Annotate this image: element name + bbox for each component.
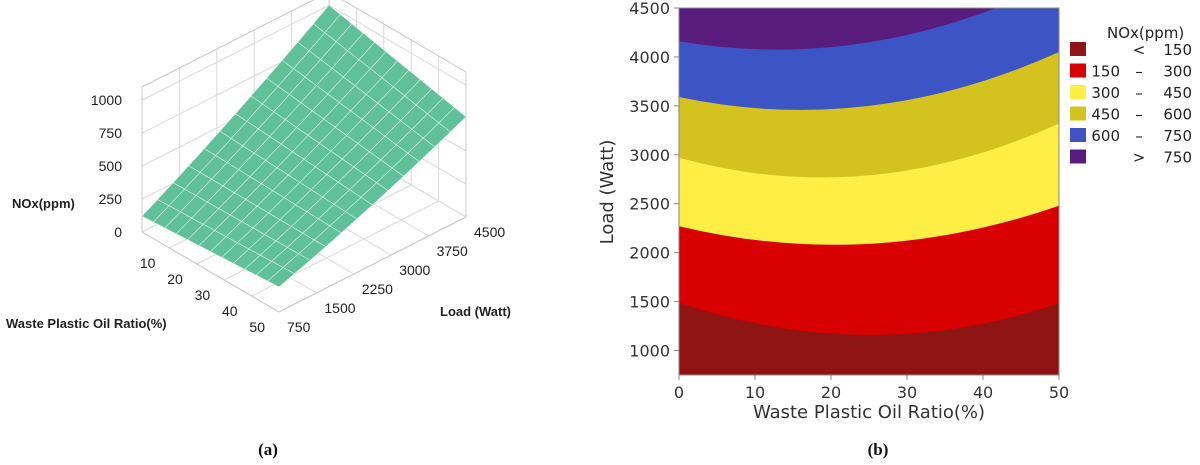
- back-wall-z-grid: [141, 4, 330, 101]
- legend-swatch: [1070, 106, 1086, 121]
- legend-high: 750: [1163, 127, 1192, 145]
- surface-cell: [438, 107, 467, 133]
- contour-y-tick-label: 3500: [629, 97, 670, 116]
- contour-bands: [679, 8, 1059, 375]
- legend-swatch: [1070, 63, 1086, 78]
- surface-x-tick-label: 50: [249, 319, 265, 335]
- surface-y-tick-label: 4500: [474, 224, 505, 240]
- caption-a: (a): [258, 440, 278, 459]
- surface-y-tick-label: 750: [287, 319, 311, 335]
- surface-y-axis-label: Load (Watt): [440, 304, 511, 319]
- surface-y-tick-label: 3750: [437, 243, 468, 259]
- legend-swatch: [1070, 85, 1086, 99]
- contour-y-tick-label: 2500: [629, 195, 670, 214]
- legend-high: 600: [1163, 106, 1192, 124]
- surface-z-tick-label: 250: [99, 191, 123, 207]
- surface-x-tick-label: 40: [222, 303, 238, 319]
- surface-y-tick-label: 1500: [324, 300, 355, 316]
- contour-frame: [678, 7, 1060, 376]
- surface-ticks: 0 250 500 750 1000 10 20 30 40 50 750 1500 2250 3000 3…: [91, 92, 506, 335]
- contour-ticks: 0 10 20 30 40 50 1000 1500 2000 2500 3000 3500 4000 4…: [629, 0, 1069, 402]
- box-edge: [141, 0, 315, 88]
- legend-symbol: –: [1135, 84, 1143, 102]
- contour-x-tick-label: 20: [821, 383, 841, 402]
- contour-legend: NOx(ppm) <150150–300300–450450–600600–75…: [1070, 24, 1192, 167]
- legend-high: 750: [1163, 149, 1192, 167]
- legend-title: NOx(ppm): [1107, 24, 1184, 42]
- surface-z-tick-label: 1000: [91, 92, 122, 108]
- contour-y-tick-label: 1000: [629, 342, 670, 361]
- legend-swatch: [1070, 128, 1086, 142]
- legend-low: 300: [1091, 84, 1120, 102]
- legend-symbol: <: [1133, 41, 1146, 59]
- surface-x-tick-label: 30: [195, 287, 211, 303]
- side-wall-z-grid: [328, 4, 467, 86]
- surface-x-tick-label: 10: [140, 255, 156, 271]
- contour-plot: 0 10 20 30 40 50 1000 1500 2000 2500 3000 3500 4000 4…: [597, 0, 1192, 459]
- legend-high: 300: [1163, 63, 1192, 81]
- contour-y-tick-label: 4500: [629, 0, 670, 18]
- legend-low: 600: [1091, 127, 1120, 145]
- surface-y-tick-label: 2250: [362, 281, 393, 297]
- contour-x-tick-label: 0: [674, 383, 684, 402]
- surface-x-tick-label: 20: [167, 271, 183, 287]
- caption-b: (b): [868, 440, 889, 459]
- box-edge: [141, 231, 280, 313]
- legend-low: 150: [1091, 63, 1120, 81]
- legend-symbol: –: [1135, 106, 1143, 124]
- legend-swatch: [1070, 42, 1086, 56]
- surface-mesh: [141, 4, 467, 288]
- legend-swatch: [1070, 149, 1086, 164]
- surface-z-tick-label: 0: [114, 224, 122, 240]
- surface-x-axis-label: Waste Plastic Oil Ratio(%): [6, 316, 167, 331]
- contour-x-tick-label: 40: [973, 383, 993, 402]
- legend-symbol: –: [1135, 63, 1143, 81]
- legend-low: 450: [1091, 106, 1120, 124]
- surface-z-tick-label: 750: [99, 125, 123, 141]
- surface-y-tick-label: 3000: [399, 262, 430, 278]
- contour-x-axis-label: Waste Plastic Oil Ratio(%): [753, 402, 985, 423]
- legend-high: 450: [1163, 84, 1192, 102]
- box-edge: [278, 216, 467, 313]
- legend-symbol: –: [1135, 127, 1143, 145]
- contour-y-tick-label: 1500: [629, 293, 670, 312]
- legend-symbol: >: [1133, 149, 1146, 167]
- surface-plot: 0 250 500 750 1000 10 20 30 40 50 750 1500 2250 3000 3…: [6, 0, 511, 459]
- legend-high: 150: [1163, 41, 1192, 59]
- contour-y-axis-label: Load (Watt): [597, 140, 618, 245]
- surface-z-axis-label: NOx(ppm): [12, 196, 75, 211]
- contour-band: [679, 302, 1059, 375]
- box-edge: [341, 0, 467, 73]
- contour-x-tick-label: 50: [1049, 383, 1069, 402]
- contour-y-tick-label: 4000: [629, 48, 670, 67]
- contour-y-tick-label: 3000: [629, 146, 670, 165]
- contour-x-tick-label: 30: [897, 383, 917, 402]
- contour-y-tick-label: 2000: [629, 244, 670, 263]
- contour-x-tick-label: 10: [745, 383, 765, 402]
- surface-z-tick-label: 500: [99, 158, 123, 174]
